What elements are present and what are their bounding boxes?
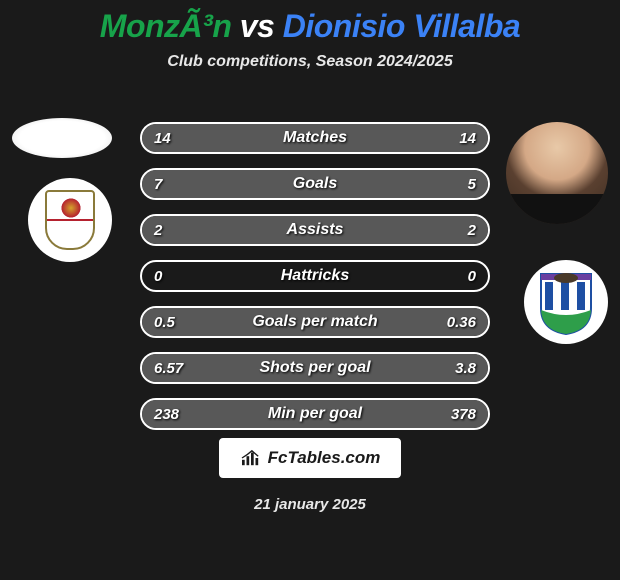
zaragoza-crest-icon [45, 190, 95, 250]
bar-chart-icon [240, 449, 262, 467]
player1-avatar [12, 118, 112, 158]
player2-club-badge [524, 260, 608, 344]
player1-name: MonzÃ³n [100, 8, 232, 44]
comparison-card: MonzÃ³n vs Dionisio Villalba Club compet… [0, 0, 620, 580]
stat-row: 0.5Goals per match0.36 [140, 306, 490, 338]
stat-value-right: 0 [468, 268, 476, 285]
page-title: MonzÃ³n vs Dionisio Villalba [0, 8, 620, 45]
stat-value-right: 378 [451, 406, 476, 423]
stat-label: Shots per goal [142, 359, 488, 377]
stat-row: 238Min per goal378 [140, 398, 490, 430]
branding-label: FcTables.com [268, 448, 381, 468]
branding-badge[interactable]: FcTables.com [219, 438, 401, 478]
stat-value-right: 14 [459, 130, 476, 147]
stat-value-right: 0.36 [447, 314, 476, 331]
stat-label: Goals per match [142, 313, 488, 331]
stat-row: 0Hattricks0 [140, 260, 490, 292]
stat-row: 7Goals5 [140, 168, 490, 200]
stat-label: Matches [142, 129, 488, 147]
stat-label: Assists [142, 221, 488, 239]
stat-label: Min per goal [142, 405, 488, 423]
subtitle: Club competitions, Season 2024/2025 [0, 53, 620, 71]
malaga-crest-icon [537, 268, 595, 336]
stat-value-right: 2 [468, 222, 476, 239]
stat-label: Hattricks [142, 267, 488, 285]
stat-value-right: 3.8 [455, 360, 476, 377]
stat-label: Goals [142, 175, 488, 193]
date-label: 21 january 2025 [0, 496, 620, 513]
stat-row: 14Matches14 [140, 122, 490, 154]
stat-row: 2Assists2 [140, 214, 490, 246]
player1-club-badge [28, 178, 112, 262]
stat-row: 6.57Shots per goal3.8 [140, 352, 490, 384]
player2-name: Dionisio Villalba [283, 8, 520, 44]
player2-avatar [506, 122, 608, 224]
stat-value-right: 5 [468, 176, 476, 193]
stats-table: 14Matches14 7Goals5 2Assists2 0Hattricks0 0.… [140, 122, 490, 444]
vs-separator: vs [240, 8, 275, 44]
